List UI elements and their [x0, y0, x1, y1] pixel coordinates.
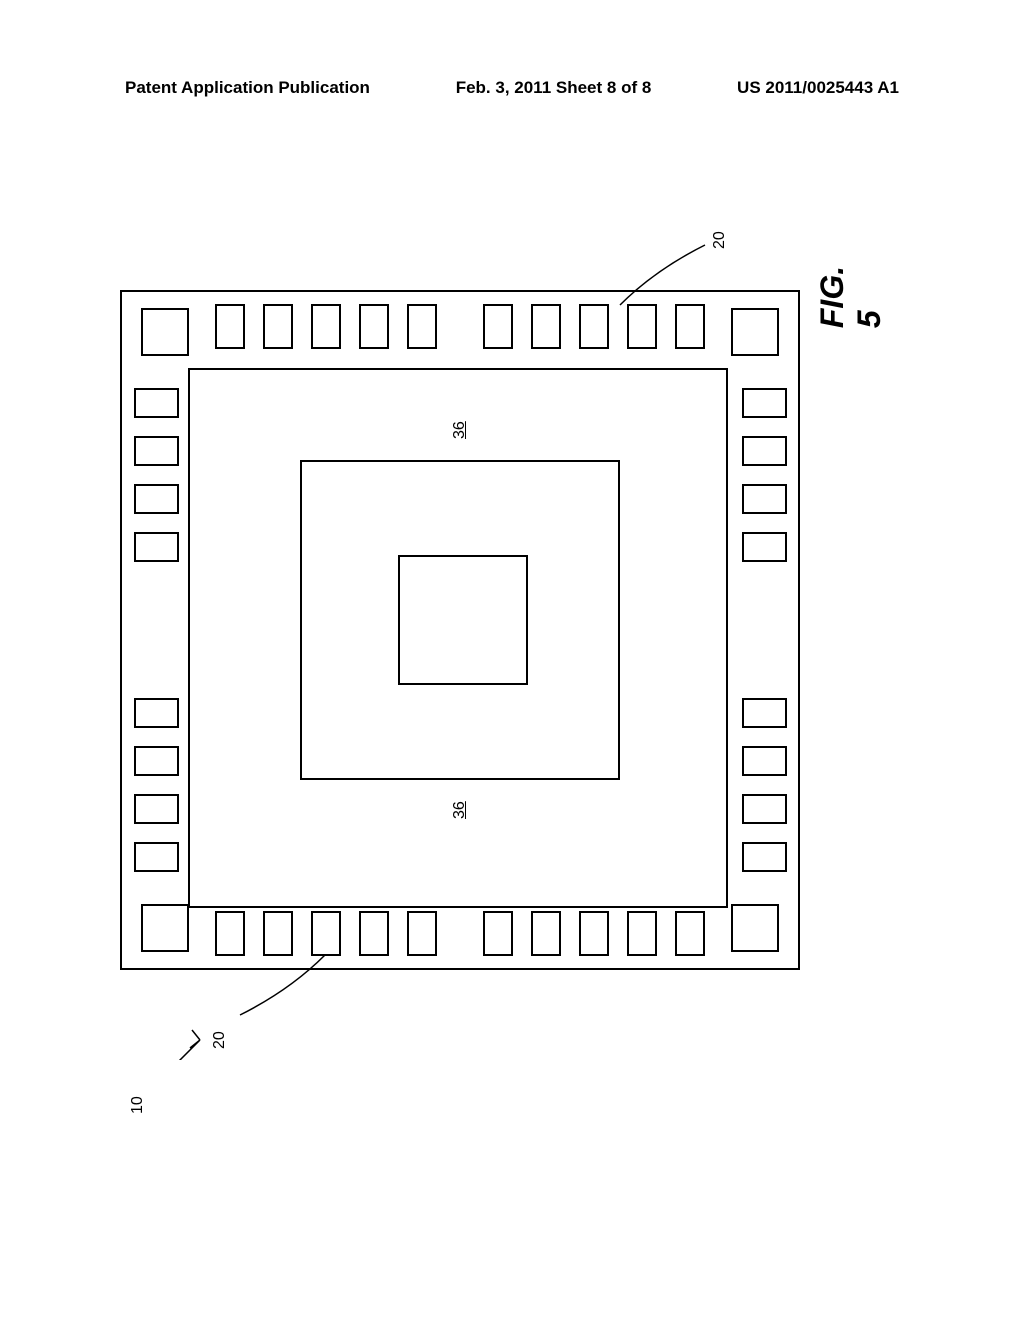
- ref-20-left: 20: [211, 1031, 229, 1049]
- header-right: US 2011/0025443 A1: [737, 78, 899, 98]
- figure-label: FIG. 5: [814, 266, 888, 328]
- ref-10: 10: [129, 1096, 147, 1114]
- diagram: 20 20 36 36 10 FIG. 5: [120, 160, 800, 1010]
- ref-36-bottom: 36: [451, 801, 469, 819]
- header-left: Patent Application Publication: [125, 78, 370, 98]
- page-header: Patent Application Publication Feb. 3, 2…: [0, 78, 1024, 98]
- header-center: Feb. 3, 2011 Sheet 8 of 8: [456, 78, 652, 98]
- ref-20-right: 20: [711, 231, 729, 249]
- ref-36-top: 36: [451, 421, 469, 439]
- lead-line-20-left: [120, 160, 820, 1060]
